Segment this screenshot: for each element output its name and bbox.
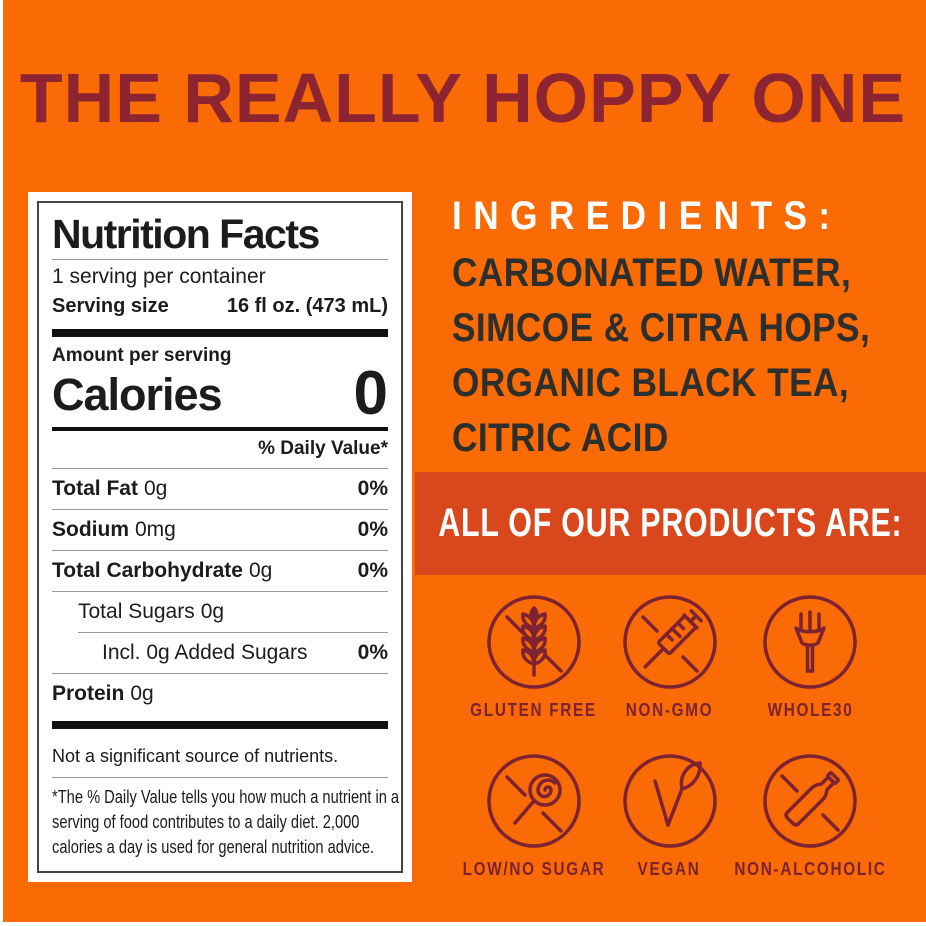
calories-label: Calories: [52, 369, 223, 420]
divider: [52, 673, 388, 674]
thick-divider: [52, 721, 388, 729]
no-wheat-icon: [487, 595, 581, 689]
divider: [52, 509, 388, 510]
headline: THE REALLY HOPPY ONE: [19, 59, 907, 137]
ingredient-line: CARBONATED WATER,: [452, 251, 852, 295]
medium-divider: [52, 427, 388, 431]
ingredients-heading: INGREDIENTS:: [452, 194, 842, 238]
divider: [52, 550, 388, 551]
ingredients-list: CARBONATED WATER, SIMCOE & CITRA HOPS, O…: [452, 246, 870, 466]
nutrient-row-added-sugars: Incl. 0g Added Sugars 0%: [102, 641, 388, 664]
badge-label: LOW/NO SUGAR: [462, 859, 606, 879]
nutrient-row-sodium: Sodium 0mg 0%: [52, 518, 388, 541]
badge-vegan: VEGAN: [618, 751, 721, 880]
v-leaf-icon: [622, 754, 717, 848]
no-syringe-icon: [622, 595, 717, 689]
badge-low-no-sugar: LOW/NO SUGAR: [450, 751, 618, 880]
serving-size-row: Serving size 16 fl oz. (473 mL): [52, 291, 388, 322]
badge-gluten-free: GLUTEN FREE: [450, 592, 618, 721]
badge-label: NON-ALCOHOLIC: [734, 859, 887, 879]
nutrient-row-total-carbohydrate: Total Carbohydrate 0g 0%: [52, 559, 388, 582]
product-badges: GLUTEN FREE NON-GMO: [450, 592, 892, 880]
divider: [52, 468, 388, 469]
thick-divider: [52, 329, 388, 337]
ingredient-line: SIMCOE & CITRA HOPS,: [452, 306, 871, 350]
nutrient-row-total-fat: Total Fat 0g 0%: [52, 477, 388, 500]
serving-size-value: 16 fl oz. (473 mL): [226, 295, 388, 317]
divider: [52, 591, 388, 592]
calories-row: Calories 0: [52, 359, 388, 428]
ingredient-line: CITRIC ACID: [452, 416, 669, 460]
daily-value-footnote: *The % Daily Value tells you how much a …: [52, 787, 400, 857]
not-significant-note: Not a significant source of nutrients.: [52, 746, 339, 766]
badge-label: NON-GMO: [625, 700, 714, 720]
divider: [78, 632, 388, 633]
fork-icon: [763, 595, 858, 689]
badge-non-gmo: NON-GMO: [618, 592, 721, 721]
servings-per-container: 1 serving per container: [52, 265, 266, 288]
nutrition-facts-border-box: Nutrition Facts 1 serving per container …: [37, 201, 403, 873]
no-lollipop-icon: [487, 754, 581, 848]
divider: [52, 777, 388, 778]
nutrient-row-protein: Protein 0g: [52, 682, 154, 705]
no-bottle-icon: [763, 754, 858, 848]
amount-per-serving: Amount per serving: [52, 345, 232, 366]
products-banner: ALL OF OUR PRODUCTS ARE:: [415, 472, 926, 575]
nutrient-row-total-sugars: Total Sugars 0g: [78, 600, 225, 623]
white-edge-bottom: [0, 922, 926, 926]
white-edge-left: [0, 0, 3, 926]
badge-label: GLUTEN FREE: [470, 700, 598, 720]
badge-label: VEGAN: [638, 859, 701, 879]
divider: [52, 259, 388, 260]
serving-size-label: Serving size: [52, 295, 169, 317]
badge-whole30: WHOLE30: [721, 592, 900, 721]
daily-value-header: % Daily Value*: [258, 438, 388, 459]
ingredient-line: ORGANIC BLACK TEA,: [452, 361, 850, 405]
products-banner-text: ALL OF OUR PRODUCTS ARE:: [438, 501, 903, 545]
badge-label: WHOLE30: [767, 700, 854, 720]
badge-non-alcoholic: NON-ALCOHOLIC: [721, 751, 900, 880]
calories-value: 0: [353, 359, 388, 428]
nutrition-facts-title: Nutrition Facts: [52, 211, 320, 257]
nutrition-facts-panel: Nutrition Facts 1 serving per container …: [28, 192, 412, 882]
